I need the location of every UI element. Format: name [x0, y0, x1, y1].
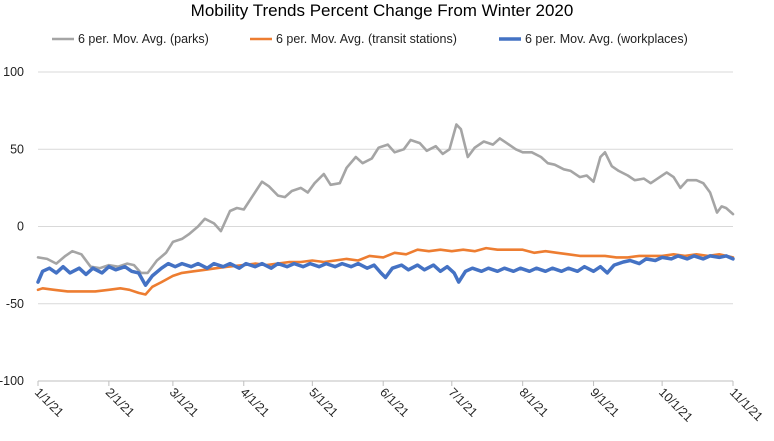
series-line-2: [36, 254, 735, 287]
y-tick-label: 100: [3, 65, 24, 79]
x-tick-label: 5/1/21: [306, 385, 341, 420]
x-tick-label: 8/1/21: [517, 385, 552, 420]
chart-title: Mobility Trends Percent Change From Wint…: [191, 1, 574, 20]
series-line-1: [36, 246, 735, 296]
x-axis: 1/1/21 2/1/21 3/1/21 4/1/21 5/1/21 6/1/21 7/1/…: [32, 380, 766, 425]
x-tick-label: 9/1/21: [587, 385, 622, 420]
legend-label-0: 6 per. Mov. Avg. (parks): [78, 32, 209, 46]
x-tick-label: 7/1/21: [446, 385, 481, 420]
x-tick-label: 3/1/21: [167, 385, 202, 420]
x-tick-label: 4/1/21: [238, 385, 273, 420]
series-line-0: [36, 123, 735, 275]
gridlines: [38, 71, 733, 382]
chart-legend: 6 per. Mov. Avg. (parks) 6 per. Mov. Avg.…: [52, 32, 688, 46]
y-tick-label: 0: [17, 220, 24, 234]
y-tick-label: 50: [10, 142, 24, 156]
x-tick-label: 6/1/21: [377, 385, 412, 420]
x-tick-label: 10/1/21: [656, 385, 695, 424]
x-tick-label: 2/1/21: [103, 385, 138, 420]
legend-label-2: 6 per. Mov. Avg. (workplaces): [525, 32, 688, 46]
series-lines: [36, 123, 735, 296]
y-axis-ticks: -100 -50 0 50 100: [0, 65, 24, 388]
x-tick-label: 1/1/21: [32, 385, 67, 420]
y-tick-label: -50: [6, 297, 24, 311]
legend-label-1: 6 per. Mov. Avg. (transit stations): [276, 32, 457, 46]
x-tick-label: 11/1/21: [727, 385, 766, 424]
y-tick-label: -100: [0, 374, 24, 388]
